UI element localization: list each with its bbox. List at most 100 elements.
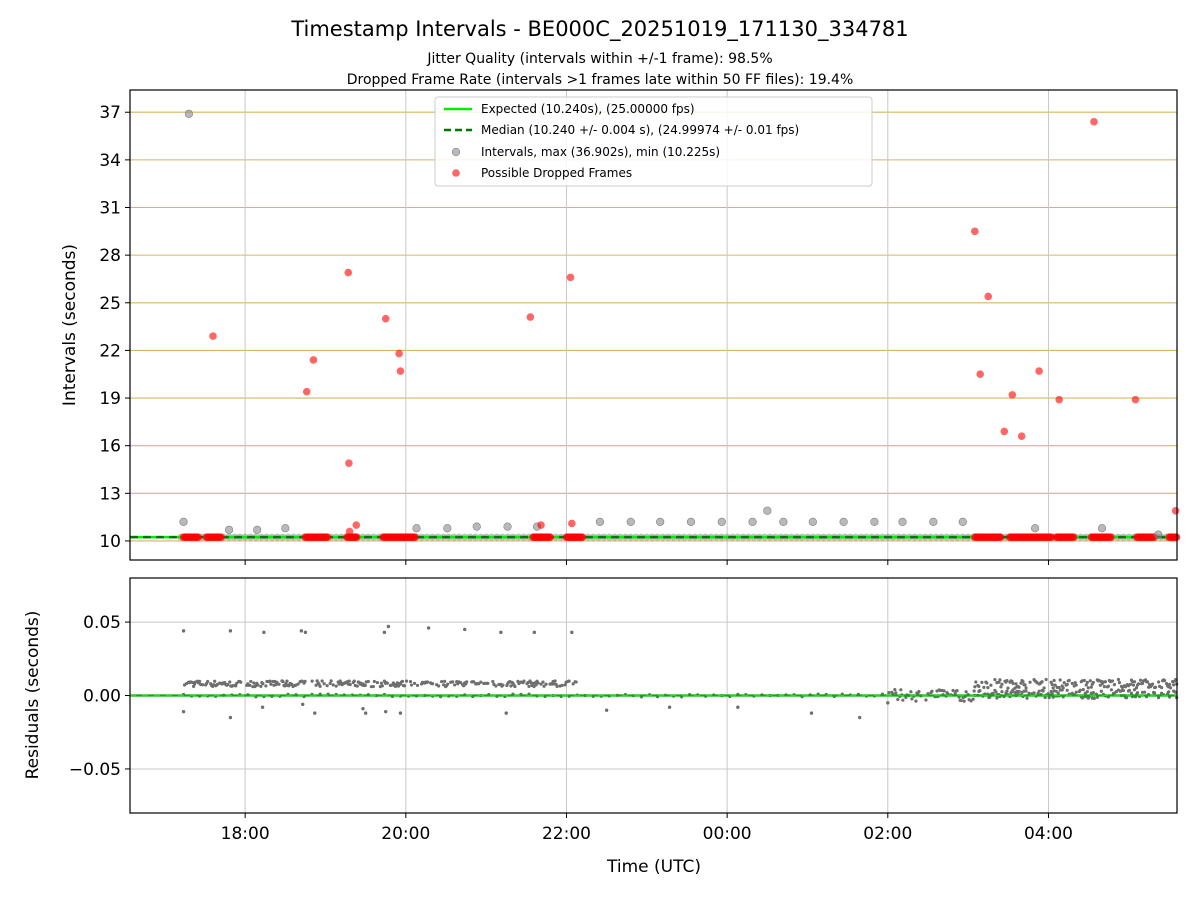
residual-point — [256, 683, 260, 687]
residual-point — [909, 690, 913, 694]
interval-point — [839, 517, 848, 526]
dropped-frame-point — [1035, 367, 1043, 375]
residual-point — [604, 708, 609, 712]
interval-point — [179, 517, 188, 526]
top-y-axis-label: Intervals (seconds) — [60, 244, 80, 406]
residual-point — [886, 701, 890, 705]
interval-point — [870, 517, 879, 526]
residual-point — [348, 682, 352, 687]
top-y-tick-label: 13 — [99, 484, 121, 504]
residual-point — [522, 679, 526, 683]
residual-point — [667, 705, 672, 709]
dropped-frame-point — [537, 521, 545, 529]
x-axis-label: Time (UTC) — [606, 857, 701, 877]
residual-point — [914, 699, 918, 703]
residual-point — [285, 679, 289, 683]
residual-point — [459, 681, 463, 685]
residual-point — [198, 679, 202, 683]
interval-point — [898, 517, 907, 526]
residual-point — [301, 702, 305, 707]
residual-point — [296, 682, 300, 686]
residual-point — [382, 630, 387, 635]
residual-point — [1065, 688, 1069, 692]
residual-point — [924, 698, 928, 702]
residual-point — [930, 689, 934, 693]
legend-dropped-marker — [452, 169, 460, 177]
residual-point — [347, 679, 351, 683]
residual-point — [329, 679, 333, 683]
residual-point — [226, 683, 230, 687]
residual-point — [1132, 680, 1137, 684]
residual-point — [1070, 681, 1074, 686]
dropped-frame-point — [546, 533, 554, 541]
residual-point — [491, 679, 495, 684]
residual-point — [446, 682, 450, 686]
residual-point — [303, 679, 307, 684]
residual-point — [1006, 686, 1010, 690]
residual-point — [1041, 689, 1045, 693]
residual-point — [1023, 683, 1027, 687]
chart-title: Timestamp Intervals - BE000C_20251019_17… — [290, 17, 908, 42]
residual-point — [1081, 688, 1085, 692]
residual-point — [994, 690, 998, 694]
residual-point — [281, 679, 285, 684]
residual-point — [201, 683, 205, 687]
residual-point — [1168, 682, 1172, 687]
residual-point — [1042, 686, 1046, 690]
residual-point — [1005, 689, 1009, 693]
residual-point — [1112, 683, 1117, 687]
residual-point — [252, 681, 256, 685]
residual-point — [1124, 696, 1129, 700]
residual-point — [509, 684, 513, 688]
residual-point — [472, 680, 476, 684]
residual-point — [249, 679, 253, 684]
dropped-frame-point — [578, 533, 587, 541]
residual-point — [386, 624, 391, 629]
residual-point — [181, 629, 186, 633]
residual-point — [248, 683, 252, 687]
residual-point — [986, 686, 990, 690]
top-y-tick-label: 22 — [99, 341, 121, 361]
residual-point — [269, 682, 273, 686]
residual-point — [409, 683, 414, 687]
top-y-tick-label: 28 — [99, 246, 121, 266]
residual-point — [300, 679, 304, 683]
residual-point — [1085, 680, 1089, 684]
residual-point — [463, 627, 467, 632]
residual-point — [1060, 688, 1064, 692]
residual-point — [959, 698, 963, 703]
residual-point — [1062, 681, 1066, 685]
bottom-y-tick-label: 0.00 — [83, 687, 121, 707]
residual-point — [1135, 691, 1140, 695]
residual-point — [352, 679, 356, 683]
residual-point — [277, 682, 281, 686]
bottom-y-tick-label: −0.05 — [69, 760, 121, 780]
residual-point — [412, 681, 417, 686]
legend-intervals-marker — [451, 147, 461, 157]
residual-point — [1021, 680, 1025, 684]
residual-point — [899, 688, 903, 692]
top-plot-frame — [129, 89, 1178, 561]
chart-subtitle-dropped: Dropped Frame Rate (intervals >1 frames … — [347, 72, 854, 88]
top-y-tick-label: 10 — [99, 532, 121, 552]
dropped-frame-point — [396, 367, 405, 375]
residual-point — [486, 681, 490, 685]
residual-point — [451, 680, 455, 684]
residual-point — [384, 709, 388, 714]
residual-point — [314, 683, 318, 687]
residual-point — [973, 685, 977, 689]
residual-point — [371, 684, 375, 689]
residual-point — [1102, 684, 1106, 689]
dropped-frame-point — [1171, 506, 1180, 515]
dropped-frame-point — [568, 519, 576, 528]
residual-point — [1142, 690, 1147, 694]
residual-point — [536, 681, 540, 685]
residual-point — [998, 678, 1002, 682]
residual-point — [1163, 679, 1167, 683]
residual-point — [1088, 679, 1092, 683]
residual-point — [501, 683, 505, 687]
residual-point — [982, 685, 986, 689]
residual-point — [1128, 682, 1133, 687]
residual-point — [1067, 678, 1071, 683]
